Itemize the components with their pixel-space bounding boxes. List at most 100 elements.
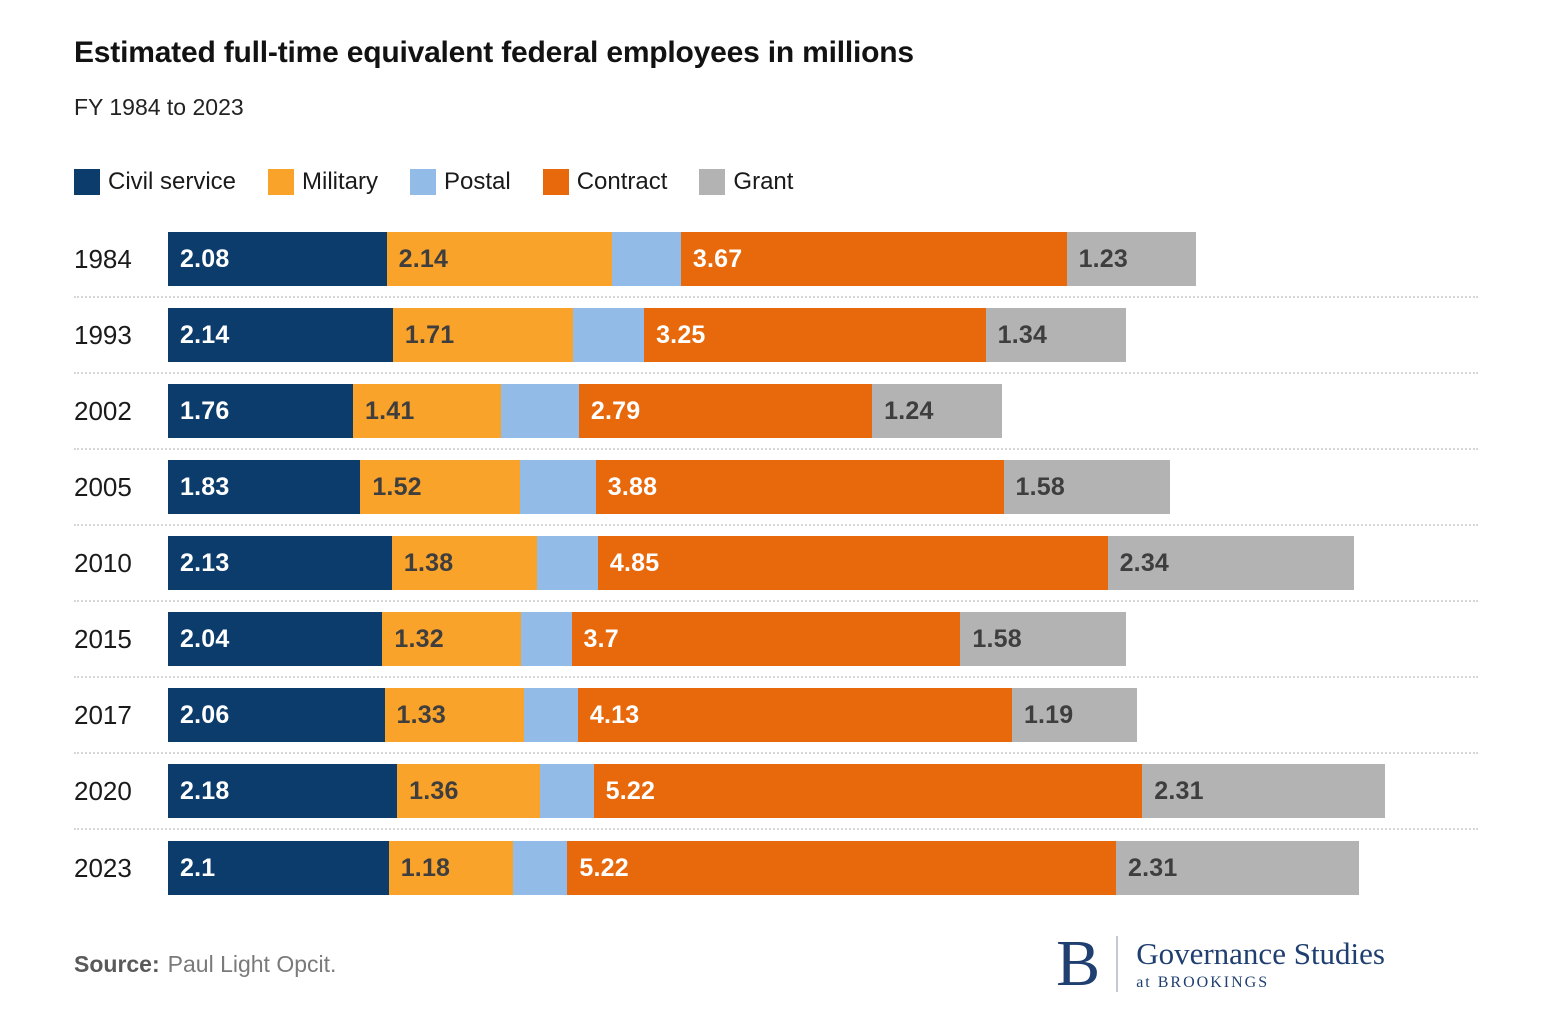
bar-value-label: 2.18 <box>180 776 230 805</box>
bar-segment-military: 2.14 <box>386 232 612 286</box>
year-label: 2023 <box>74 852 132 883</box>
bar-segment-civil-service: 2.18 <box>168 764 398 818</box>
year-label: 2020 <box>74 775 132 806</box>
bar-value-label: 1.58 <box>972 624 1022 653</box>
bar-value-label: 2.14 <box>180 320 230 349</box>
bar-segment-grant: 1.58 <box>960 612 1127 666</box>
bar-value-label: 3.67 <box>692 244 743 273</box>
bar-segment-civil-service: 2.08 <box>168 232 387 286</box>
bar-stack: 2.08 2.14 3.67 1.23 <box>168 232 1196 286</box>
bar-value-label: 1.71 <box>404 320 455 349</box>
bar-segment-postal <box>512 841 568 895</box>
chart-subtitle: FY 1984 to 2023 <box>74 94 244 120</box>
bar-value-label: 1.34 <box>997 320 1048 349</box>
bar-segment-military: 1.71 <box>392 308 573 362</box>
bar-segment-civil-service: 2.1 <box>168 841 389 895</box>
bar-segment-grant: 2.31 <box>1142 764 1385 818</box>
legend-label: Civil service <box>108 168 237 195</box>
bar-segment-postal <box>524 688 578 742</box>
chart-title: Estimated full-time equivalent federal e… <box>74 36 914 69</box>
bar-value-label: 3.7 <box>583 624 619 653</box>
bar-segment-military: 1.52 <box>360 460 521 514</box>
chart-row-2010: 2010 2.13 1.38 4.85 2.34 <box>74 526 1478 602</box>
legend-label: Postal <box>444 168 511 195</box>
bar-segment-civil-service: 2.13 <box>168 536 392 590</box>
bar-segment-contract: 3.67 <box>680 232 1067 286</box>
logo-text: Governance Studies at BROOKINGS <box>1136 935 1385 992</box>
bar-segment-civil-service: 1.76 <box>168 384 353 438</box>
chart-row-2020: 2020 2.18 1.36 5.22 2.31 <box>74 754 1478 830</box>
bar-value-label: 1.38 <box>403 548 454 577</box>
year-label: 2005 <box>74 471 132 502</box>
bar-segment-contract: 5.22 <box>567 841 1116 895</box>
chart-row-2015: 2015 2.04 1.32 3.7 1.58 <box>74 602 1478 678</box>
bar-value-label: 1.41 <box>364 396 415 425</box>
bar-value-label: 5.22 <box>605 776 656 805</box>
logo-at-brookings: at BROOKINGS <box>1136 973 1270 991</box>
brookings-logo: B Governance Studies at BROOKINGS <box>1056 927 1385 1000</box>
bar-segment-military: 1.18 <box>388 841 513 895</box>
legend-label: Military <box>302 168 379 195</box>
bar-segment-contract: 5.22 <box>593 764 1143 818</box>
bar-value-label: 1.32 <box>394 624 444 653</box>
source-label: Source: <box>74 950 160 977</box>
bar-segment-military: 1.41 <box>352 384 502 438</box>
bar-segment-civil-service: 2.04 <box>168 612 383 666</box>
logo-governance-studies: Governance Studies <box>1136 935 1385 971</box>
bar-segment-postal <box>572 308 645 362</box>
bar-value-label: 1.19 <box>1023 700 1074 729</box>
chart-row-2017: 2017 2.06 1.33 4.13 1.19 <box>74 678 1478 754</box>
source-note: Source: Paul Light Opcit. <box>74 951 336 978</box>
bar-value-label: 2.34 <box>1119 548 1170 577</box>
bar-segment-postal <box>536 536 598 590</box>
bar-segment-military: 1.33 <box>384 688 525 742</box>
bar-segment-postal <box>501 384 579 438</box>
bar-stack: 2.14 1.71 3.25 1.34 <box>168 308 1127 362</box>
legend-label: Grant <box>733 168 794 195</box>
bar-segment-grant: 1.24 <box>872 384 1003 438</box>
bar-value-label: 2.14 <box>398 244 449 273</box>
legend-swatch-icon <box>74 169 100 195</box>
logo-divider <box>1116 936 1119 992</box>
bar-segment-grant: 2.34 <box>1107 536 1354 590</box>
bar-value-label: 2.31 <box>1154 776 1204 805</box>
year-label: 1993 <box>74 319 132 350</box>
bar-stack: 2.13 1.38 4.85 2.34 <box>168 536 1354 590</box>
bar-segment-contract: 4.85 <box>597 536 1108 590</box>
bar-segment-contract: 3.7 <box>571 612 961 666</box>
bar-value-label: 1.76 <box>180 396 230 425</box>
bar-value-label: 1.36 <box>409 776 459 805</box>
bar-stack: 1.83 1.52 3.88 1.58 <box>168 460 1170 514</box>
year-label: 2002 <box>74 395 132 426</box>
bar-segment-military: 1.36 <box>397 764 541 818</box>
bar-segment-contract: 3.88 <box>595 460 1004 514</box>
legend-label: Contract <box>576 168 668 195</box>
chart-row-1984: 1984 2.08 2.14 3.67 1.23 <box>74 222 1478 298</box>
bar-segment-postal <box>520 460 596 514</box>
bar-value-label: 2.06 <box>180 700 230 729</box>
bar-value-label: 1.33 <box>396 700 446 729</box>
legend-item-contract: Contract <box>542 168 668 196</box>
bar-value-label: 3.88 <box>607 472 658 501</box>
bar-stack: 1.76 1.41 2.79 1.24 <box>168 384 1003 438</box>
bar-segment-civil-service: 2.14 <box>168 308 393 362</box>
legend-swatch-icon <box>268 169 295 195</box>
bar-value-label: 1.52 <box>372 472 422 501</box>
chart-row-2023: 2023 2.1 1.18 5.22 2.31 <box>74 830 1478 906</box>
bar-segment-grant: 1.34 <box>985 308 1127 362</box>
brookings-b-mark: B <box>1056 927 1101 1000</box>
bar-segment-contract: 2.79 <box>578 384 873 438</box>
bar-value-label: 5.22 <box>579 853 629 882</box>
legend-swatch-icon <box>542 169 569 195</box>
bar-value-label: 2.04 <box>180 624 230 653</box>
bar-segment-contract: 4.13 <box>577 688 1012 742</box>
legend: Civil service Military Postal Contract Grant <box>74 168 1478 196</box>
bar-segment-postal <box>540 764 594 818</box>
bar-segment-grant: 1.19 <box>1011 688 1137 742</box>
bar-segment-postal <box>521 612 572 666</box>
source-text: Paul Light Opcit. <box>167 950 337 977</box>
bar-segment-military: 1.32 <box>382 612 522 666</box>
bar-value-label: 4.13 <box>589 700 640 729</box>
bar-value-label: 1.18 <box>400 853 451 882</box>
